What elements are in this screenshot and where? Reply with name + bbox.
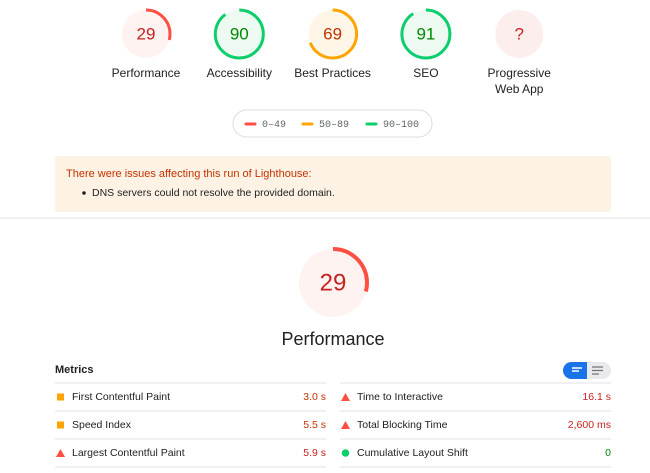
view-toggle[interactable]: [563, 362, 611, 379]
category-title: Performance: [281, 329, 384, 349]
legend-label: 50–89: [319, 120, 349, 131]
gauge-arc: [297, 247, 369, 319]
metric-name: Speed Index: [72, 419, 132, 431]
metric-icon: [341, 421, 350, 429]
metric-value: 2,600 ms: [568, 419, 611, 431]
gauge-fill: [215, 10, 264, 58]
toggle-icon: [572, 367, 582, 372]
warning-item: DNS servers could not resolve the provid…: [92, 187, 335, 199]
gauge-score: 29: [137, 24, 156, 43]
metric-icon: [341, 449, 350, 457]
gauge-arc: [213, 8, 265, 60]
metric-icon: [341, 393, 350, 401]
metric-name: Cumulative Layout Shift: [357, 447, 468, 459]
legend-label: 90–100: [383, 120, 419, 131]
gauge-arc: [400, 8, 452, 60]
metric-icon: [57, 393, 64, 401]
gauge-label: Accessibility: [207, 66, 272, 80]
gauge-fill: [308, 10, 357, 58]
gauge-fill: [401, 10, 450, 58]
gauge-score: 91: [416, 24, 435, 43]
metric-name: Total Blocking Time: [357, 419, 448, 431]
toggle-icon[interactable]: [592, 366, 603, 375]
gauge-score: 69: [323, 24, 342, 43]
gauge-label: Performance: [112, 66, 181, 80]
metric-value: 16.1 s: [582, 391, 611, 403]
metric-name: Largest Contentful Paint: [72, 447, 185, 459]
gauge-fill: [122, 10, 170, 58]
metric-value: 3.0 s: [303, 391, 326, 403]
gauge-label: Web App: [495, 82, 544, 96]
metrics-title: Metrics: [55, 364, 94, 376]
legend-pill: [232, 109, 433, 138]
gauge-fill: [495, 10, 544, 58]
gauge-score: 29: [320, 269, 347, 296]
gauge-fill: [299, 249, 367, 317]
gauge-arc: [120, 8, 172, 60]
gauge-label: SEO: [413, 66, 438, 80]
metric-value: 5.9 s: [303, 447, 326, 459]
metric-icon: [57, 421, 64, 429]
bullet: [82, 191, 86, 195]
metric-icon: [56, 449, 65, 457]
warning-title: There were issues affecting this run of …: [66, 168, 312, 180]
gauge-score: 90: [230, 24, 249, 43]
gauge-score: ?: [514, 24, 523, 43]
gauge-label: Progressive: [488, 66, 552, 80]
metric-value: 5.5 s: [303, 419, 326, 431]
metric-name: Time to Interactive: [357, 391, 443, 403]
legend-label: 0–49: [262, 120, 286, 131]
gauge-label: Best Practices: [294, 66, 371, 80]
metric-name: First Contentful Paint: [72, 391, 170, 403]
gauge-arc: [307, 8, 359, 60]
metric-value: 0: [605, 447, 611, 459]
warning-box: [55, 156, 611, 212]
